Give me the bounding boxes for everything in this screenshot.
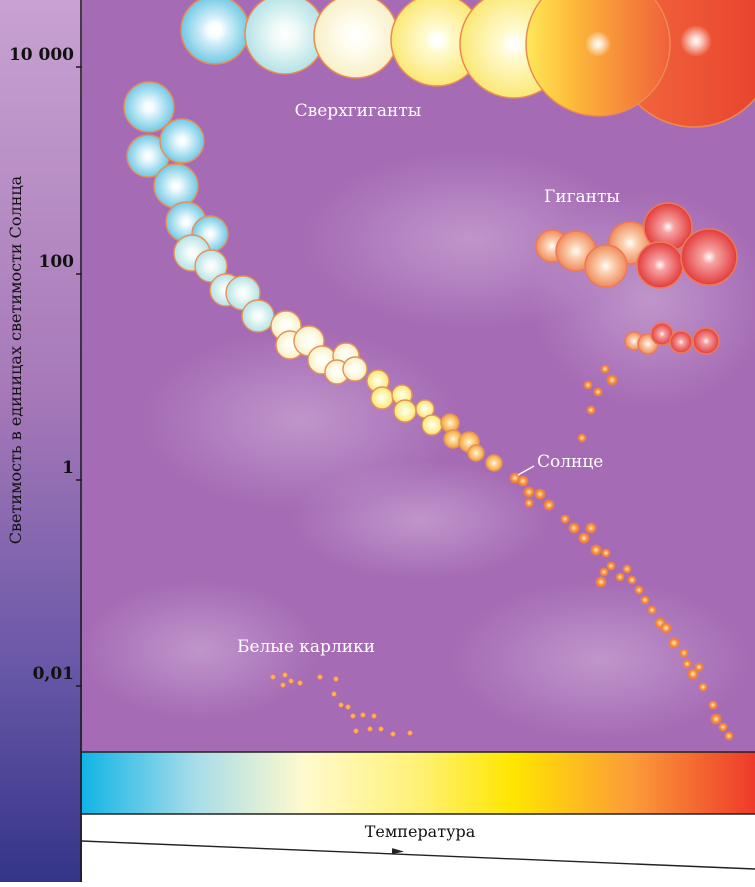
star-icon	[606, 374, 618, 386]
star-icon	[724, 731, 734, 741]
y-tick-label: 0,01	[33, 664, 74, 684]
supergiants-label: Сверхгиганты	[295, 101, 422, 121]
star-icon	[710, 713, 722, 725]
temperature-axis-title: Температура	[365, 822, 476, 841]
star-icon	[606, 561, 616, 571]
small-stars	[509, 364, 734, 741]
star-icon	[360, 712, 366, 718]
star-icon	[687, 668, 699, 680]
star-icon	[194, 249, 228, 283]
temperature-strip	[82, 814, 755, 882]
star-icon	[440, 413, 460, 433]
temperature-arrow-head	[391, 848, 404, 855]
star-icon	[682, 659, 692, 669]
star-icon	[353, 728, 359, 734]
star-icon	[367, 726, 373, 732]
star-icon	[485, 454, 503, 472]
star-icon	[241, 299, 275, 333]
star-icon	[159, 118, 205, 164]
star-icon	[647, 605, 657, 615]
star-icon	[370, 386, 394, 410]
star-icon	[317, 674, 323, 680]
star-icon	[407, 730, 413, 736]
star-icon	[333, 676, 339, 682]
luminosity-axis-band	[0, 0, 82, 882]
y-tick-label: 100	[39, 252, 75, 272]
star-icon	[615, 572, 625, 582]
star-icon	[345, 704, 351, 710]
star-icon	[350, 713, 356, 719]
white-dwarf-stars	[270, 672, 413, 737]
star-icon	[393, 399, 417, 423]
star-icon	[679, 648, 689, 658]
star-icon	[467, 444, 485, 462]
star-icon	[280, 682, 286, 688]
star-icon	[568, 522, 580, 534]
star-icon	[270, 674, 276, 680]
white-dwarfs-label: Белые карлики	[237, 637, 375, 657]
star-icon	[371, 713, 377, 719]
star-icon	[282, 672, 288, 678]
star-icon	[586, 405, 596, 415]
star-icon	[640, 595, 650, 605]
star-icon	[634, 585, 644, 595]
star-icon	[718, 722, 728, 732]
star-icon	[378, 726, 384, 732]
star-icon	[560, 514, 570, 524]
star-icon	[583, 380, 593, 390]
star-icon	[593, 387, 603, 397]
giant-stars	[535, 202, 738, 355]
star-icon	[517, 475, 529, 487]
star-icon	[523, 486, 535, 498]
star-icon	[524, 498, 534, 508]
star-icon	[297, 680, 303, 686]
giants-label: Гиганты	[544, 187, 620, 207]
star-icon	[585, 522, 597, 534]
star-icon	[578, 532, 590, 544]
star-icon	[390, 731, 396, 737]
supergiant-flares	[203, 18, 712, 57]
star-icon	[600, 364, 610, 374]
sun-pointer-line	[517, 465, 535, 476]
temperature-arrow-line	[81, 840, 755, 870]
star-icon	[599, 567, 609, 577]
y-tick-label: 1	[62, 458, 74, 478]
star-icon	[331, 691, 337, 697]
star-icon	[627, 575, 637, 585]
star-icon	[577, 433, 587, 443]
y-tick-label: 10 000	[9, 45, 74, 65]
star-icon	[288, 678, 294, 684]
star-icon	[622, 564, 632, 574]
star-icon	[342, 356, 368, 382]
star-icon	[708, 700, 718, 710]
star-icon	[590, 544, 602, 556]
sun-label: Солнце	[537, 452, 603, 472]
star-icon	[694, 662, 704, 672]
star-icon	[543, 499, 555, 511]
y-axis-title: Светимость в единицах светимости Солнца	[6, 175, 25, 544]
star-icon	[421, 414, 443, 436]
star-icon	[123, 81, 175, 133]
temperature-spectrum-bar	[82, 752, 755, 814]
y-ticks	[76, 66, 82, 687]
star-icon	[698, 682, 708, 692]
star-icon	[153, 163, 199, 209]
star-icon	[668, 637, 680, 649]
star-icon	[534, 488, 546, 500]
star-icon	[601, 548, 611, 558]
main-sequence	[123, 81, 503, 472]
star-icon	[595, 576, 607, 588]
star-icon	[660, 622, 672, 634]
star-icon	[338, 702, 344, 708]
